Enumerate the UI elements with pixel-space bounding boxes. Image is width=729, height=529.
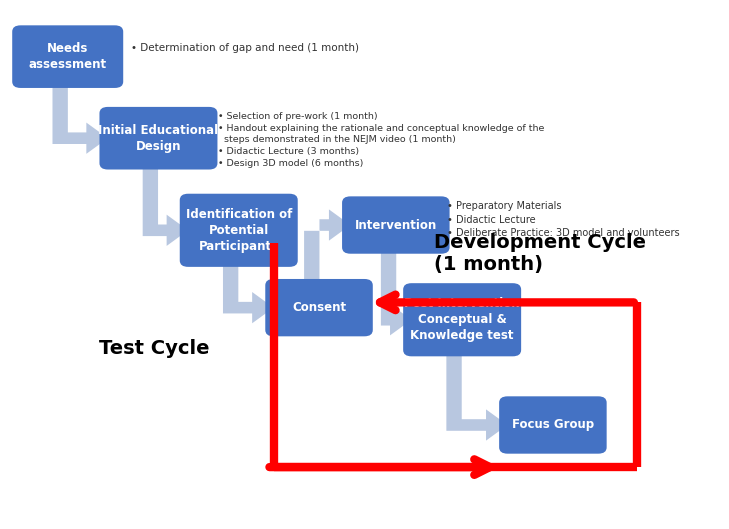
Polygon shape (446, 350, 507, 441)
FancyBboxPatch shape (180, 194, 297, 267)
FancyBboxPatch shape (403, 283, 521, 357)
Text: • Determination of gap and need (1 month): • Determination of gap and need (1 month… (130, 43, 359, 53)
Text: Test Cycle: Test Cycle (99, 339, 210, 358)
Text: Intervention: Intervention (355, 218, 437, 232)
FancyBboxPatch shape (342, 196, 450, 254)
FancyBboxPatch shape (99, 107, 217, 169)
Text: Post Intervention
Conceptual &
Knowledge test: Post Intervention Conceptual & Knowledge… (405, 297, 520, 342)
FancyBboxPatch shape (499, 396, 607, 454)
Text: Focus Group: Focus Group (512, 418, 594, 432)
Text: Initial Educational
Design: Initial Educational Design (98, 124, 219, 153)
Polygon shape (143, 163, 188, 246)
Polygon shape (52, 81, 108, 154)
Text: Development Cycle
(1 month): Development Cycle (1 month) (434, 233, 646, 275)
Polygon shape (381, 248, 412, 335)
Polygon shape (304, 209, 351, 330)
Text: Consent: Consent (292, 301, 346, 314)
Text: • Preparatory Materials
• Didactic Lecture
• Deliberate Practice: 3D model and v: • Preparatory Materials • Didactic Lectu… (447, 202, 679, 238)
Text: Needs
assessment: Needs assessment (28, 42, 106, 71)
Text: • Selection of pre-work (1 month)
• Handout explaining the rationale and concept: • Selection of pre-work (1 month) • Hand… (218, 112, 544, 168)
FancyBboxPatch shape (265, 279, 373, 336)
Text: Identification of
Potential
Participants: Identification of Potential Participants (186, 208, 292, 253)
Polygon shape (223, 261, 273, 323)
FancyBboxPatch shape (12, 25, 123, 88)
